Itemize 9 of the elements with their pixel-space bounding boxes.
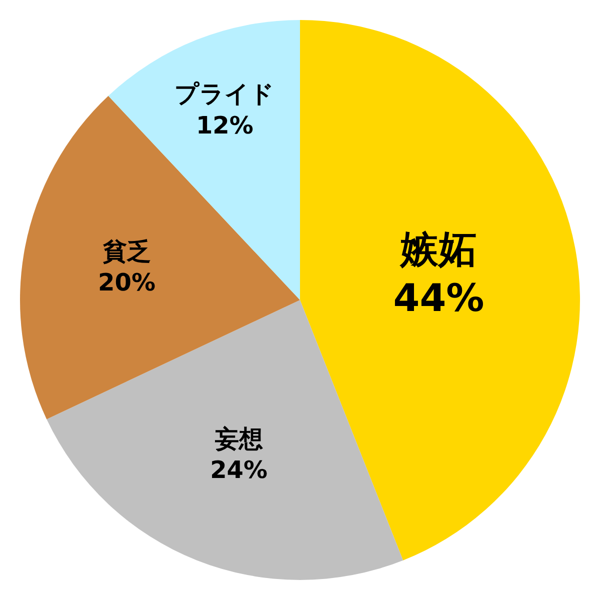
slice-label: 嫉妬 [400,226,477,271]
pie-slice [300,20,580,560]
data-label: 20% [98,268,156,297]
slice-label: 貧乏 [102,237,151,266]
data-label: 44% [393,276,484,320]
data-label: 12% [196,111,254,140]
slice-label: 妄想 [214,424,263,453]
slice-label: プライド [174,80,275,108]
data-label: 24% [210,456,268,484]
